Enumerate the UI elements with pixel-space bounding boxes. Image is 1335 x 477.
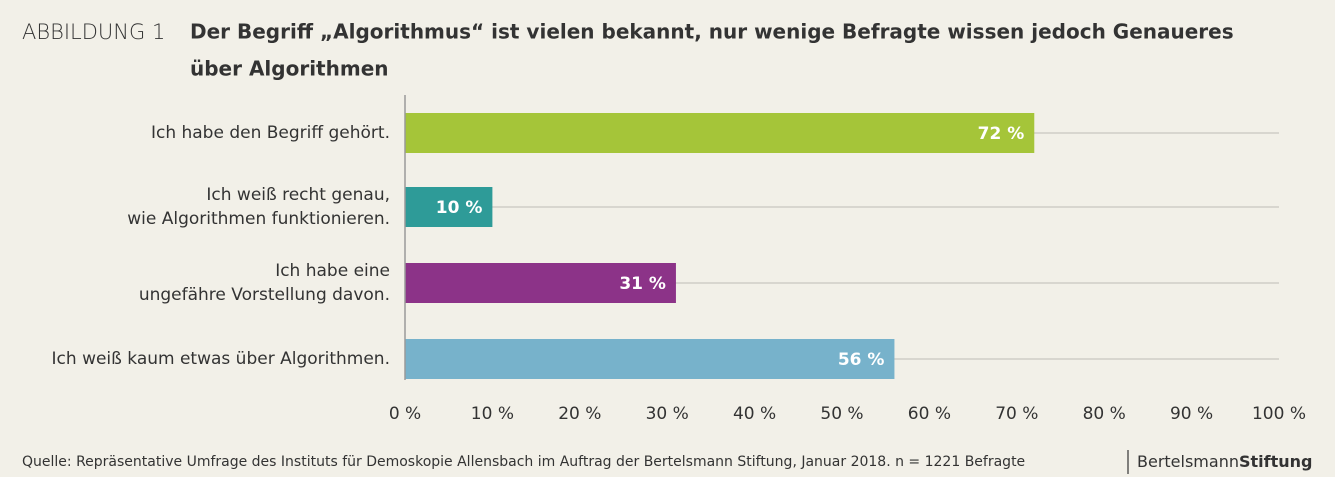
x-tick-label: 70 % bbox=[995, 404, 1038, 424]
value-label: 56 % bbox=[838, 350, 885, 370]
brand-part: Stiftung bbox=[1239, 452, 1313, 471]
brand: BertelsmannStiftung bbox=[1137, 452, 1312, 471]
chart-title: Der Begriff „Algorithmus“ ist vielen bek… bbox=[190, 20, 1234, 44]
category-line-text: Ich habe den Begriff gehört. bbox=[151, 123, 390, 143]
chart-title: über Algorithmen bbox=[190, 57, 389, 81]
category-label: Ich habe eine ungefähre Vorstellung davon… bbox=[139, 261, 390, 305]
x-tick-label: 60 % bbox=[908, 404, 951, 424]
figure-label: ABBILDUNG 1 bbox=[22, 20, 165, 44]
bar bbox=[405, 187, 493, 227]
x-tick-label: 80 % bbox=[1083, 404, 1126, 424]
category-label: Ich weiß recht genau, wie Algorithmen fun… bbox=[127, 185, 390, 229]
category-label: Ich habe den Begriff gehört. bbox=[151, 123, 390, 143]
x-tick-label: 100 % bbox=[1252, 404, 1306, 424]
category-line-text: wie Algorithmen funktionieren. bbox=[127, 209, 390, 229]
category-line-text: Ich weiß kaum etwas über Algorithmen. bbox=[52, 349, 390, 369]
x-tick-label: 50 % bbox=[820, 404, 863, 424]
bar bbox=[405, 113, 1035, 153]
bar bbox=[405, 263, 676, 303]
x-tick-label: 40 % bbox=[733, 404, 776, 424]
bar bbox=[405, 339, 895, 379]
category-line-text: ungefähre Vorstellung davon. bbox=[139, 285, 390, 305]
brand-part: Bertelsmann bbox=[1137, 452, 1239, 471]
source: Quelle: Repräsentative Umfrage des Insti… bbox=[22, 454, 1025, 470]
value-label: 72 % bbox=[978, 124, 1025, 144]
value-label: 10 % bbox=[436, 198, 483, 218]
x-tick-label: 0 % bbox=[389, 404, 421, 424]
category-label: Ich weiß kaum etwas über Algorithmen. bbox=[52, 349, 390, 369]
category-line-text: Ich weiß recht genau, bbox=[206, 185, 390, 205]
value-label: 31 % bbox=[619, 274, 666, 294]
category-line-text: Ich habe eine bbox=[275, 261, 390, 281]
x-tick-label: 10 % bbox=[471, 404, 514, 424]
x-tick-label: 30 % bbox=[646, 404, 689, 424]
x-tick-label: 20 % bbox=[558, 404, 601, 424]
x-tick-label: 90 % bbox=[1170, 404, 1213, 424]
